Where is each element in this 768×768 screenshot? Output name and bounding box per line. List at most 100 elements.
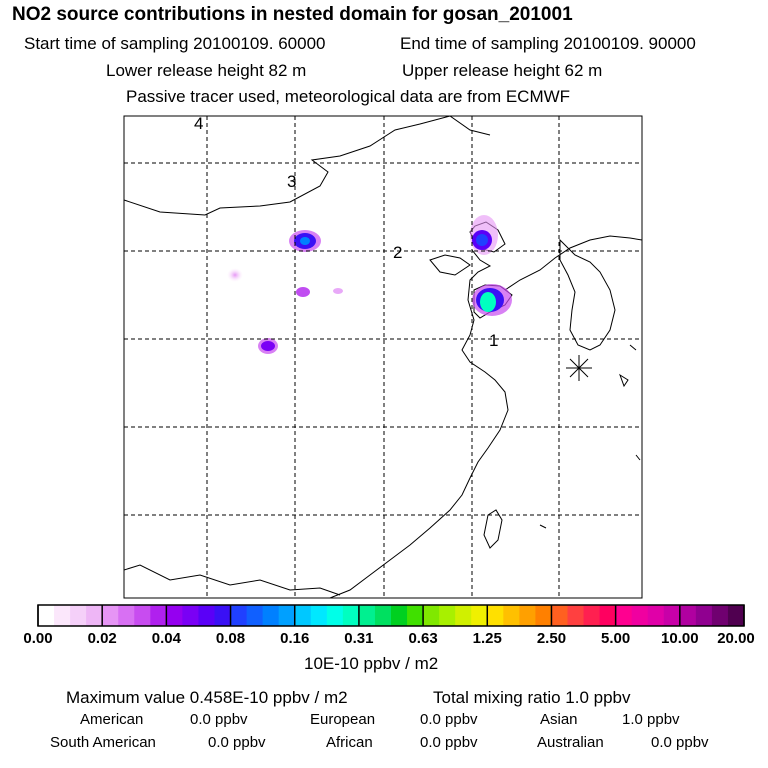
colorbar-swatch xyxy=(102,605,119,626)
colorbar-swatch xyxy=(727,605,745,626)
region-label-4: 4 xyxy=(194,114,203,133)
contribution-name: African xyxy=(326,734,373,751)
colorbar xyxy=(37,605,745,626)
hotspot-inner-mongolia-north xyxy=(289,230,321,252)
colorbar-swatch xyxy=(326,605,344,626)
colorbar-tick-label: 0.08 xyxy=(215,630,246,647)
start-time-label: Start time of sampling 20100109. 60000 xyxy=(24,34,326,53)
receptor-marker-icon xyxy=(566,355,592,381)
hotspot-inner-mongolia-west xyxy=(227,268,243,282)
colorbar-tick-label: 0.63 xyxy=(408,630,438,647)
colorbar-swatch xyxy=(54,605,71,626)
colorbar-swatch xyxy=(246,605,264,626)
colorbar-swatch xyxy=(647,605,665,626)
chart-title: NO2 source contributions in nested domai… xyxy=(12,4,573,25)
colorbar-swatch xyxy=(294,605,312,626)
contribution-name: South American xyxy=(50,734,156,751)
contribution-name: Asian xyxy=(540,711,578,728)
colorbar-swatch xyxy=(711,605,729,626)
colorbar-swatch xyxy=(471,605,488,626)
lower-height-label: Lower release height 82 m xyxy=(106,61,307,80)
hotspot-shanxi xyxy=(258,338,278,354)
colorbar-swatch xyxy=(503,605,520,626)
colorbar-tick-label: 5.00 xyxy=(601,630,631,647)
coastline-path xyxy=(329,249,509,598)
colorbar-tick-label: 0.02 xyxy=(87,630,117,647)
taiwan-outline xyxy=(483,509,503,549)
coastline-path xyxy=(504,235,642,291)
colorbar-swatch xyxy=(583,605,601,626)
hotspot-small xyxy=(333,288,343,294)
colorbar-tick-label: 1.25 xyxy=(472,630,502,647)
total-mixing-ratio-label: Total mixing ratio 1.0 ppbv xyxy=(433,688,631,707)
map-frame xyxy=(123,115,643,599)
hotspot-small xyxy=(296,287,310,297)
colorbar-tick-label: 10.00 xyxy=(661,630,699,647)
colorbar-swatch xyxy=(118,605,135,626)
colorbar-swatch xyxy=(150,605,167,626)
colorbar-swatch xyxy=(198,605,215,626)
region-label-1: 1 xyxy=(489,331,498,350)
contribution-name: European xyxy=(310,711,376,728)
colorbar-swatch xyxy=(663,605,681,626)
colorbar-swatch xyxy=(134,605,151,626)
colorbar-swatch xyxy=(262,605,280,626)
colorbar-swatch xyxy=(519,605,536,626)
colorbar-swatch xyxy=(487,605,504,626)
colorbar-swatch xyxy=(166,605,183,626)
colorbar-tick-label: 0.00 xyxy=(23,630,53,647)
contribution-value: 0.0 ppbv xyxy=(651,734,709,751)
hotspot-beijing xyxy=(470,215,498,255)
colorbar-swatch xyxy=(86,605,103,626)
maximum-value-label: Maximum value 0.458E-10 ppbv / m2 xyxy=(66,688,348,707)
colorbar-swatch xyxy=(182,605,199,626)
coastline-path xyxy=(539,344,641,529)
gridlines xyxy=(124,116,642,598)
colorbar-tick-label: 0.16 xyxy=(280,630,310,647)
colorbar-swatch xyxy=(455,605,472,626)
colorbar-swatch xyxy=(631,605,649,626)
colorbar-swatch xyxy=(439,605,456,626)
upper-height-label: Upper release height 62 m xyxy=(402,61,603,80)
contribution-value: 0.0 ppbv xyxy=(420,711,478,728)
colorbar-swatch xyxy=(310,605,328,626)
colorbar-swatch xyxy=(679,605,697,626)
colorbar-swatch xyxy=(535,605,552,626)
colorbar-swatch xyxy=(423,605,440,626)
colorbar-tick-label: 2.50 xyxy=(536,630,567,647)
colorbar-swatch xyxy=(391,605,408,626)
colorbar-units: 10E-10 ppbv / m2 xyxy=(304,654,439,673)
colorbar-swatch xyxy=(695,605,713,626)
colorbar-swatch xyxy=(214,605,232,626)
colorbar-swatch xyxy=(374,605,392,626)
colorbar-swatch xyxy=(70,605,87,626)
colorbar-swatch xyxy=(358,605,376,626)
contribution-value: 0.0 ppbv xyxy=(420,734,478,751)
coastline-path xyxy=(124,116,491,216)
end-time-label: End time of sampling 20100109. 90000 xyxy=(400,34,696,53)
contribution-name: Australian xyxy=(537,734,604,751)
colorbar-tick-label: 20.00 xyxy=(717,630,755,647)
coastline-path xyxy=(124,564,341,596)
colorbar-swatch xyxy=(567,605,585,626)
colorbar-swatch xyxy=(599,605,617,626)
passive-tracer-note: Passive tracer used, meteorological data… xyxy=(126,87,571,106)
colorbar-frame xyxy=(37,604,745,627)
coastline-path xyxy=(429,254,471,276)
colorbar-swatch xyxy=(230,605,248,626)
colorbar-swatch xyxy=(342,605,360,626)
colorbar-tick-label: 0.31 xyxy=(344,630,374,647)
map-area xyxy=(124,116,642,598)
colorbar-swatch xyxy=(38,605,55,626)
contribution-value: 0.0 ppbv xyxy=(190,711,248,728)
coastline-path xyxy=(559,238,616,351)
colorbar-swatch xyxy=(407,605,424,626)
contribution-value: 0.0 ppbv xyxy=(208,734,266,751)
region-label-2: 2 xyxy=(393,243,402,262)
contribution-value: 1.0 ppbv xyxy=(622,711,680,728)
colorbar-swatch xyxy=(615,605,633,626)
region-label-3: 3 xyxy=(287,172,296,191)
colorbar-swatch xyxy=(551,605,568,626)
hotspot-shandong xyxy=(472,284,512,316)
